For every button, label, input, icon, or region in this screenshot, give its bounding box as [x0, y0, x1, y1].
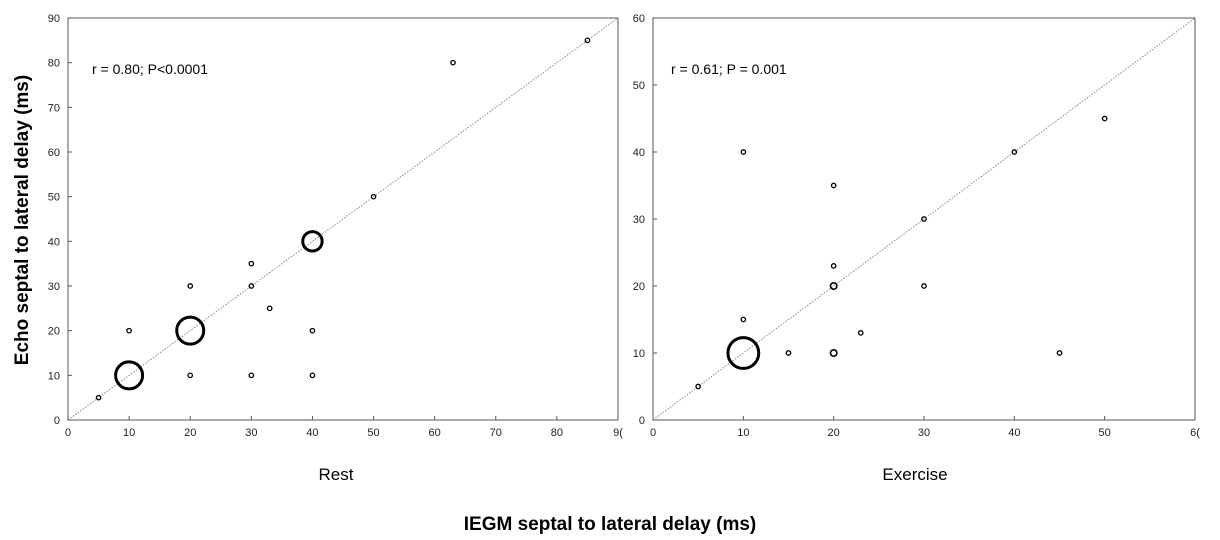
exercise-data-point: [921, 216, 927, 222]
rest-y-tick-label: 20: [48, 326, 60, 338]
rest-data-point: [126, 327, 132, 334]
exercise-data-point: [857, 330, 864, 336]
rest-data-point: [309, 372, 316, 379]
rest-panel-title: Rest: [319, 465, 354, 484]
rest-identity-line: [67, 17, 619, 421]
exercise-y-tick-label: 20: [633, 281, 645, 293]
rest-data-point: [175, 315, 206, 346]
exercise-data-point: [740, 149, 747, 155]
exercise-x-tick-label: 30: [918, 427, 930, 439]
exercise-panel-title: Exercise: [882, 465, 947, 484]
exercise-identity-line: [652, 17, 1196, 421]
rest-x-tick-label: 70: [490, 427, 502, 439]
exercise-y-tick-label: 40: [633, 147, 645, 159]
rest-data-point: [248, 283, 255, 289]
rest-data-point: [187, 372, 194, 379]
exercise-data-point: [1056, 350, 1063, 356]
exercise-x-tick-label: 50: [1099, 427, 1111, 439]
rest-x-tick-label: 50: [367, 427, 379, 439]
rest-x-tick-label: 9(: [613, 427, 623, 439]
exercise-correlation-annotation: r = 0.61; P = 0.001: [671, 61, 787, 77]
rest-data-point: [301, 230, 324, 253]
rest-data-point: [248, 372, 255, 379]
exercise-x-tick-label: 20: [828, 427, 840, 439]
exercise-data-point: [830, 182, 837, 189]
rest-plot-frame: [67, 17, 619, 421]
rest-x-tick-label: 30: [245, 427, 257, 439]
rest-x-tick-label: 60: [429, 427, 441, 439]
rest-y-tick-label: 10: [48, 370, 60, 382]
chart-panels: 0 10 20 30 40 50 60 70 80 9( 0 10 20 30 40 50 60 70 80 90 r …: [48, 13, 1200, 484]
exercise-y-tick-label: 50: [633, 80, 645, 92]
exercise-x-tick-label: 10: [737, 427, 749, 439]
exercise-y-tick-label: 0: [639, 415, 645, 427]
rest-y-tick-label: 70: [48, 102, 60, 114]
rest-x-tick-label: 10: [123, 427, 135, 439]
rest-y-tick-label: 40: [48, 236, 60, 248]
rest-data-point: [114, 360, 145, 391]
rest-data-point: [584, 37, 591, 44]
rest-data-point: [248, 260, 255, 267]
exercise-data-point: [830, 263, 837, 269]
rest-panel: 0 10 20 30 40 50 60 70 80 9( 0 10 20 30 40 50 60 70 80 90 r …: [48, 13, 623, 484]
rest-correlation-annotation: r = 0.80; P<0.0001: [92, 61, 208, 77]
rest-data-point: [450, 59, 456, 66]
rest-x-tick-label: 0: [65, 427, 71, 439]
rest-y-tick-label: 90: [48, 13, 60, 25]
exercise-data-point: [726, 336, 761, 370]
exercise-x-tick-label: 40: [1008, 427, 1020, 439]
x-axis-title: IEGM septal to lateral delay (ms): [464, 514, 756, 535]
exercise-data-point: [1101, 115, 1108, 122]
exercise-x-tick-label: 0: [650, 427, 656, 439]
rest-data-point: [370, 193, 377, 200]
exercise-data-point: [921, 283, 927, 289]
rest-x-tick-label: 20: [184, 427, 196, 439]
rest-y-tick-label: 0: [54, 415, 60, 427]
exercise-panel: 0 10 20 30 40 50 6( 0 10 20 30 40 50 60 r = 0.61; P = …: [633, 13, 1200, 484]
rest-y-tick-label: 50: [48, 192, 60, 204]
rest-x-tick-label: 40: [306, 427, 318, 439]
rest-y-tick-label: 80: [48, 58, 60, 70]
rest-data-point: [187, 283, 194, 289]
exercise-y-tick-label: 60: [633, 13, 645, 25]
exercise-y-tick-label: 10: [633, 348, 645, 360]
rest-data-point: [266, 305, 273, 312]
rest-data-point: [95, 394, 102, 401]
rest-y-tick-label: 60: [48, 147, 60, 159]
y-axis-title: Echo septal to lateral delay (ms): [12, 75, 33, 365]
exercise-data-point: [695, 383, 702, 390]
rest-y-tick-label: 30: [48, 281, 60, 293]
exercise-data-point: [785, 350, 792, 356]
exercise-data-point: [1011, 149, 1018, 155]
rest-x-tick-label: 80: [551, 427, 563, 439]
exercise-x-tick-label: 6(: [1190, 427, 1200, 439]
exercise-data-point: [829, 348, 838, 357]
rest-data-point: [309, 327, 316, 334]
exercise-y-tick-label: 30: [633, 214, 645, 226]
exercise-data-point: [740, 316, 747, 323]
exercise-data-point: [829, 281, 838, 290]
